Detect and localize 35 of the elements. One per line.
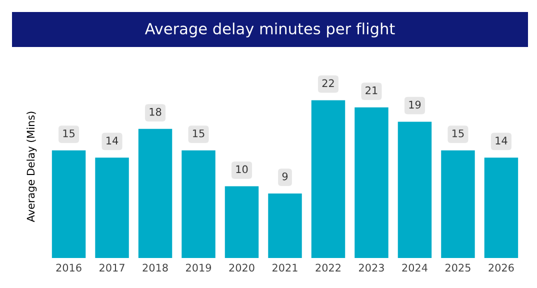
bar (354, 107, 388, 258)
x-tick-label: 2019 (186, 264, 212, 272)
x-tick-label: 2021 (272, 264, 298, 272)
bar (484, 158, 518, 258)
data-label: 15 (452, 130, 464, 138)
x-tick-label: 2026 (488, 264, 514, 272)
x-tick-label: 2016 (56, 264, 82, 272)
data-label: 9 (282, 172, 288, 180)
x-tick-label: 2024 (402, 264, 428, 272)
data-label: 19 (409, 100, 421, 109)
bar (138, 128, 172, 258)
data-label: 14 (496, 136, 508, 144)
bar (95, 158, 129, 258)
data-label: 15 (193, 130, 204, 138)
bar (52, 150, 86, 258)
x-tick-label: 2023 (358, 264, 384, 272)
x-tick-label: 2022 (316, 264, 340, 272)
chart-title: Average delay minutes per flight (144, 22, 395, 38)
y-axis-title: Average Delay (Mins) (26, 112, 37, 222)
data-label: 22 (322, 79, 334, 87)
data-label: 14 (106, 136, 118, 144)
bar (224, 186, 259, 258)
data-label: 21 (366, 86, 378, 94)
data-label: 10 (236, 165, 248, 174)
data-label: 18 (150, 108, 162, 116)
data-label: 15 (63, 130, 74, 138)
bar (398, 122, 432, 258)
x-tick-label: 2025 (445, 264, 470, 272)
x-tick-label: 2018 (142, 264, 168, 272)
x-tick-label: 2017 (100, 264, 124, 272)
x-tick-label: 2020 (229, 264, 254, 272)
bar (268, 193, 302, 258)
bar (182, 150, 216, 258)
bar (441, 150, 475, 258)
bar (311, 100, 346, 258)
